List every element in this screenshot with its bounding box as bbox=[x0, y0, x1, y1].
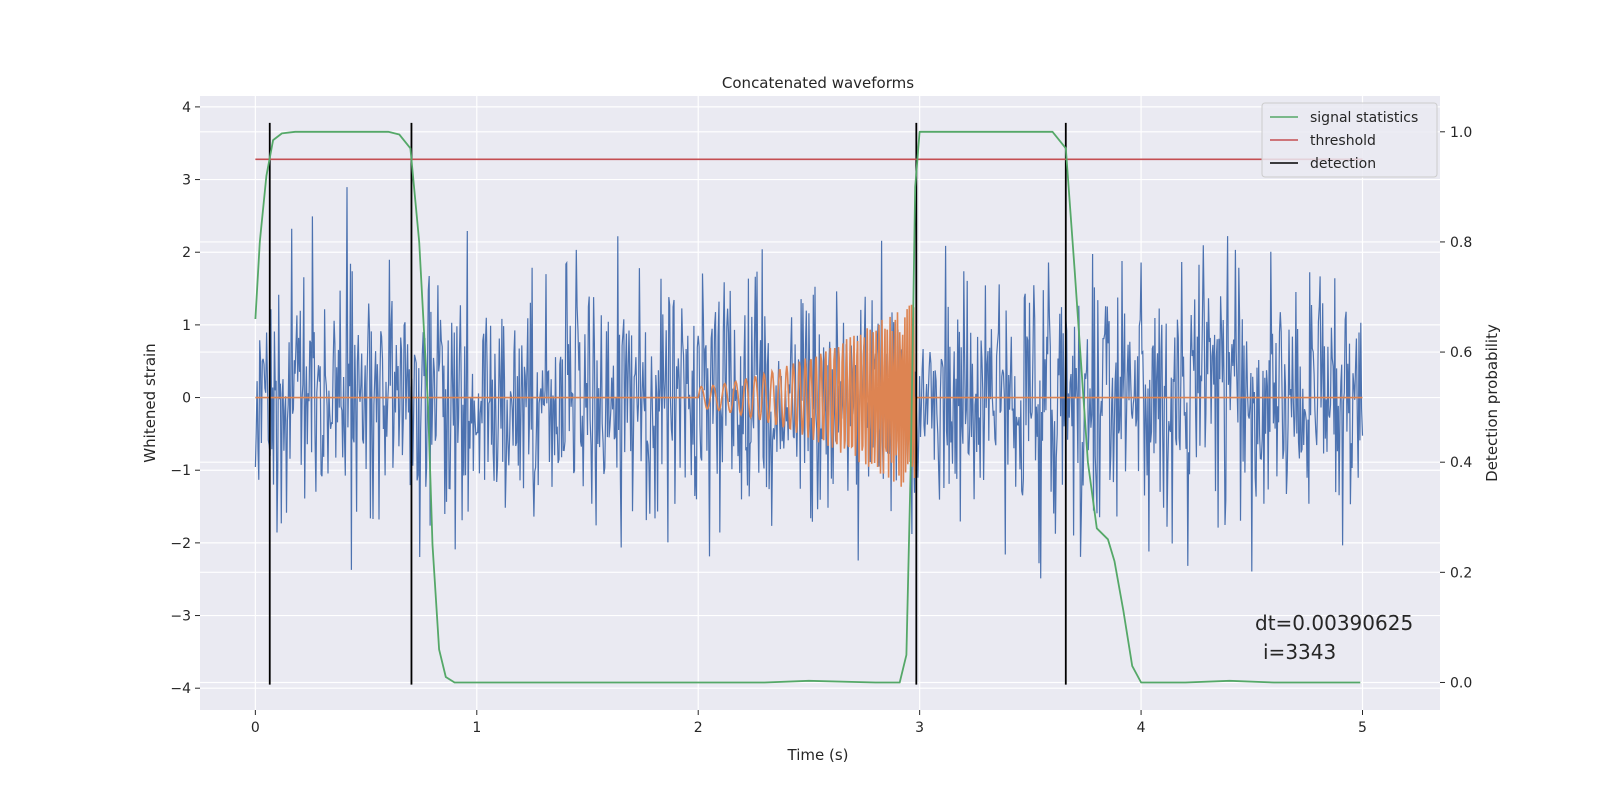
y-axis-label: Whitened strain bbox=[141, 343, 159, 462]
x-tick-label: 4 bbox=[1137, 720, 1146, 736]
legend: signal statistics threshold detection bbox=[1261, 102, 1438, 178]
annotation-dt: dt=0.00390625 bbox=[1255, 611, 1413, 635]
legend-label-threshold: threshold bbox=[1310, 133, 1376, 149]
y-tick-label: −3 bbox=[170, 609, 191, 625]
series-signal-statistics bbox=[254, 130, 1361, 684]
y-tick-label: −2 bbox=[170, 536, 191, 552]
legend-frame bbox=[1261, 102, 1438, 178]
y-tick-label: 1 bbox=[182, 318, 191, 334]
grid bbox=[200, 96, 1440, 710]
x-tick-label: 1 bbox=[472, 720, 481, 736]
y2-tick-label: 0.8 bbox=[1450, 235, 1472, 251]
x-tick-label: 2 bbox=[694, 720, 703, 736]
y2-tick-label: 0.6 bbox=[1450, 345, 1472, 361]
legend-label-detection: detection bbox=[1310, 156, 1376, 172]
x-tick-label: 0 bbox=[251, 720, 260, 736]
y-tick-label: 3 bbox=[182, 173, 191, 189]
ticks: 0 1 2 3 4 5 −4 −3 −2 −1 0 1 2 3 4 0.0 0.2 0.4 0.6 0.8 1.0 bbox=[170, 100, 1472, 736]
y2-tick-label: 0.4 bbox=[1450, 455, 1472, 471]
y2-tick-label: 0.0 bbox=[1450, 675, 1472, 691]
x-tick-label: 3 bbox=[915, 720, 924, 736]
y2-axis-label: Detection probability bbox=[1483, 324, 1501, 482]
legend-label-signal-statistics: signal statistics bbox=[1310, 110, 1418, 126]
x-tick-label: 5 bbox=[1358, 720, 1367, 736]
chart-title: Concatenated waveforms bbox=[722, 74, 914, 92]
series-layer bbox=[254, 122, 1364, 685]
y-tick-label: 2 bbox=[182, 245, 191, 261]
y2-tick-label: 1.0 bbox=[1450, 125, 1472, 141]
y-tick-label: 0 bbox=[182, 391, 191, 407]
y2-tick-label: 0.2 bbox=[1450, 565, 1472, 581]
annotation-i: i=3343 bbox=[1263, 640, 1336, 664]
y-tick-label: −4 bbox=[170, 681, 191, 697]
series-template bbox=[255, 304, 1363, 487]
series-strain bbox=[254, 187, 1364, 579]
y-tick-label: 4 bbox=[182, 100, 191, 116]
y-tick-label: −1 bbox=[170, 463, 191, 479]
x-axis-label: Time (s) bbox=[787, 746, 849, 764]
